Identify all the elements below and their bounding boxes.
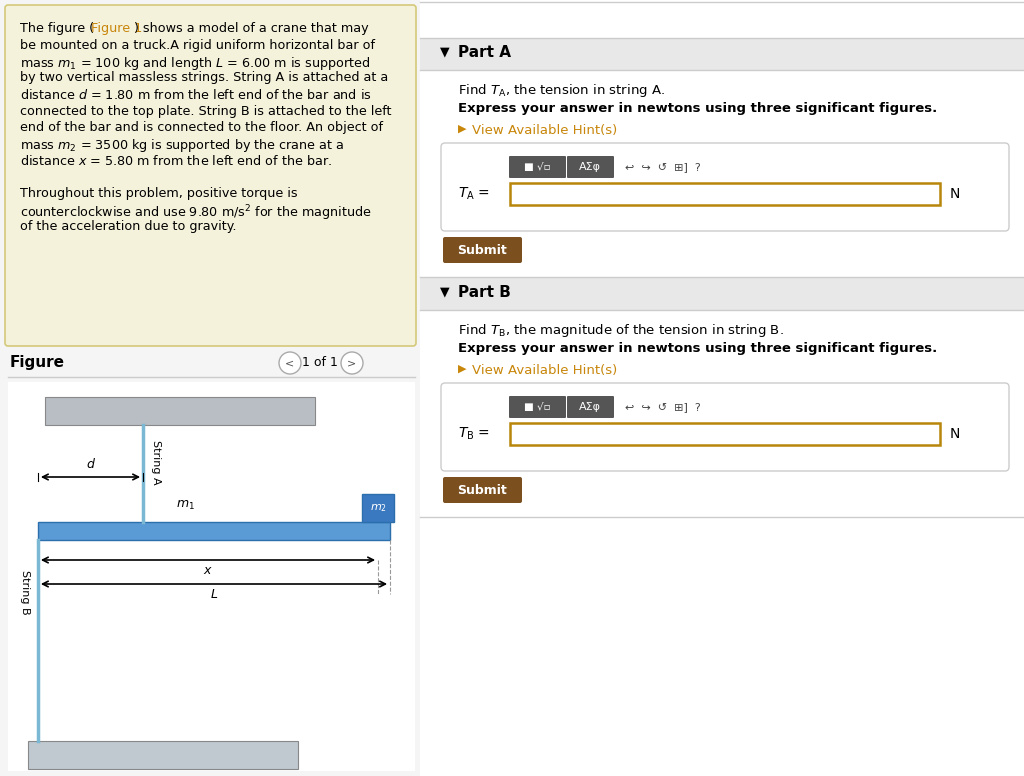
Text: Submit: Submit — [457, 483, 507, 497]
Text: distance $x$ = 5.80 m from the left end of the bar.: distance $x$ = 5.80 m from the left end … — [20, 154, 332, 168]
Text: $T_\mathrm{B}$ =: $T_\mathrm{B}$ = — [458, 426, 490, 442]
Text: connected to the top plate. String B is attached to the left: connected to the top plate. String B is … — [20, 105, 391, 117]
Bar — [38, 522, 390, 540]
Bar — [8, 382, 415, 771]
FancyBboxPatch shape — [567, 156, 614, 178]
Bar — [420, 38, 1024, 70]
Text: by two vertical massless strings. String A is attached at a: by two vertical massless strings. String… — [20, 71, 388, 85]
Text: counterclockwise and use 9.80 m/s$^2$ for the magnitude: counterclockwise and use 9.80 m/s$^2$ fo… — [20, 203, 372, 223]
Bar — [510, 183, 940, 205]
Text: ▶: ▶ — [458, 364, 467, 374]
Text: ▼: ▼ — [440, 45, 450, 58]
FancyBboxPatch shape — [567, 396, 614, 418]
Text: String B: String B — [20, 570, 30, 615]
Text: be mounted on a truck.A rigid uniform horizontal bar of: be mounted on a truck.A rigid uniform ho… — [20, 39, 375, 51]
Text: ■ √▫: ■ √▫ — [523, 162, 550, 172]
Text: N: N — [950, 427, 961, 441]
Text: $m_1$: $m_1$ — [176, 499, 196, 512]
Text: ΑΣφ: ΑΣφ — [579, 162, 601, 172]
FancyBboxPatch shape — [441, 383, 1009, 471]
Bar — [510, 423, 940, 445]
FancyBboxPatch shape — [509, 156, 566, 178]
Bar — [362, 494, 394, 522]
FancyBboxPatch shape — [441, 143, 1009, 231]
Text: $x$: $x$ — [203, 564, 213, 577]
Bar — [28, 741, 298, 769]
Circle shape — [341, 352, 362, 374]
Text: ΑΣφ: ΑΣφ — [579, 402, 601, 412]
Bar — [420, 0, 1024, 776]
Text: end of the bar and is connected to the floor. An object of: end of the bar and is connected to the f… — [20, 121, 383, 134]
Text: Throughout this problem, positive torque is: Throughout this problem, positive torque… — [20, 187, 298, 200]
Text: Part B: Part B — [458, 285, 511, 300]
Text: ■ √▫: ■ √▫ — [523, 402, 550, 412]
Text: $L$: $L$ — [210, 588, 218, 601]
Text: 1 of 1: 1 of 1 — [302, 356, 338, 369]
Text: ) shows a model of a crane that may: ) shows a model of a crane that may — [134, 22, 369, 35]
Text: Figure: Figure — [10, 355, 65, 370]
Text: Find $T_\mathrm{B}$, the magnitude of the tension in string B.: Find $T_\mathrm{B}$, the magnitude of th… — [458, 322, 783, 339]
Text: mass $m_1$ = 100 kg and length $L$ = 6.00 m is supported: mass $m_1$ = 100 kg and length $L$ = 6.0… — [20, 55, 371, 72]
Bar — [45, 397, 315, 425]
Text: The figure (: The figure ( — [20, 22, 94, 35]
Circle shape — [279, 352, 301, 374]
Text: ▶: ▶ — [458, 124, 467, 134]
Text: ↩  ↪  ↺  ⊞]  ?: ↩ ↪ ↺ ⊞] ? — [625, 402, 700, 412]
Text: View Available Hint(s): View Available Hint(s) — [472, 364, 617, 377]
Text: String A: String A — [151, 440, 161, 485]
FancyBboxPatch shape — [509, 396, 566, 418]
Text: distance $d$ = 1.80 m from the left end of the bar and is: distance $d$ = 1.80 m from the left end … — [20, 88, 372, 102]
FancyBboxPatch shape — [5, 5, 416, 346]
Text: ↩  ↪  ↺  ⊞]  ?: ↩ ↪ ↺ ⊞] ? — [625, 162, 700, 172]
Text: mass $m_2$ = 3500 kg is supported by the crane at a: mass $m_2$ = 3500 kg is supported by the… — [20, 137, 344, 154]
Text: $m_2$: $m_2$ — [370, 502, 386, 514]
Text: Figure 1: Figure 1 — [91, 22, 142, 35]
Text: ▼: ▼ — [440, 285, 450, 298]
FancyBboxPatch shape — [443, 477, 522, 503]
Text: View Available Hint(s): View Available Hint(s) — [472, 124, 617, 137]
Text: Express your answer in newtons using three significant figures.: Express your answer in newtons using thr… — [458, 342, 937, 355]
Text: $d$: $d$ — [86, 457, 95, 471]
Bar — [420, 278, 1024, 310]
Text: Find $T_\mathrm{A}$, the tension in string A.: Find $T_\mathrm{A}$, the tension in stri… — [458, 82, 665, 99]
Text: Express your answer in newtons using three significant figures.: Express your answer in newtons using thr… — [458, 102, 937, 115]
Text: >: > — [347, 358, 356, 368]
Text: Submit: Submit — [457, 244, 507, 257]
Text: N: N — [950, 187, 961, 201]
Text: Part A: Part A — [458, 45, 511, 60]
Text: <: < — [286, 358, 295, 368]
Text: of the acceleration due to gravity.: of the acceleration due to gravity. — [20, 220, 237, 233]
Text: $T_\mathrm{A}$ =: $T_\mathrm{A}$ = — [458, 185, 490, 203]
FancyBboxPatch shape — [443, 237, 522, 263]
